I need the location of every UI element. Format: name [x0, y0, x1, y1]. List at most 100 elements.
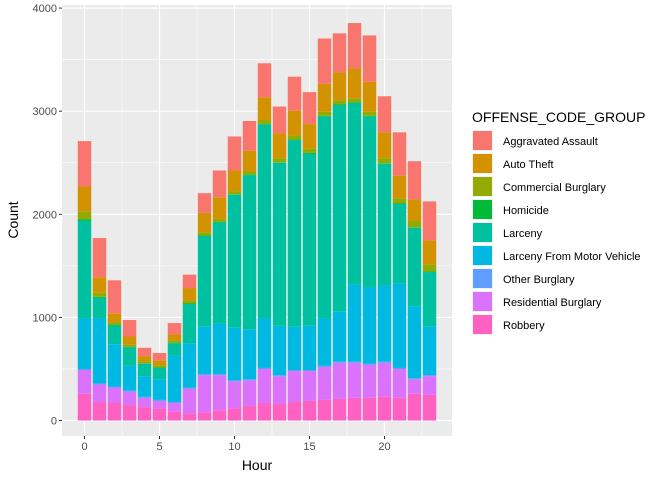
bar-segment	[197, 412, 212, 421]
bar-segment	[377, 396, 392, 421]
bar-segment	[242, 120, 257, 151]
legend-label: Aggravated Assault	[503, 136, 598, 148]
bar-segment	[272, 162, 287, 326]
bar-segment	[347, 362, 362, 398]
bar-segment	[272, 133, 287, 159]
bar-segment	[362, 363, 377, 365]
bar-segment	[317, 318, 332, 366]
bar-segment	[107, 344, 122, 387]
bar-segment	[92, 318, 107, 384]
x-tick-label: 20	[378, 441, 390, 453]
bar-segment	[212, 170, 227, 198]
legend-label: Other Burglary	[503, 274, 575, 286]
bar-segment	[122, 391, 137, 406]
bar-segment	[377, 361, 392, 363]
bar-segment	[377, 362, 392, 397]
bars	[77, 23, 437, 421]
bar-segment	[287, 139, 302, 141]
bar-segment	[257, 119, 272, 125]
bar-segment	[257, 97, 272, 120]
bar-segment	[347, 98, 362, 103]
legend-swatch	[473, 154, 492, 173]
bar-segment	[92, 238, 107, 278]
bar-segment	[332, 104, 347, 106]
bar-segment	[407, 199, 422, 222]
bar-segment	[272, 162, 287, 163]
bar-segment	[317, 83, 332, 112]
bar-segment	[167, 411, 182, 421]
bar-segment	[257, 124, 272, 125]
bar-segment	[347, 23, 362, 69]
bar-segment	[107, 325, 122, 345]
x-tick-label: 0	[81, 441, 87, 453]
bar-segment	[347, 361, 362, 363]
bar-segment	[122, 405, 137, 421]
y-tick-label: 4000	[33, 3, 57, 15]
bar-segment	[407, 379, 422, 394]
bar-segment	[77, 219, 92, 221]
bar-segment	[392, 283, 407, 368]
bar-segment	[317, 399, 332, 421]
bar-segment	[317, 116, 332, 319]
bar-segment	[212, 218, 227, 223]
bar-segment	[167, 343, 182, 356]
bar-segment	[257, 403, 272, 421]
bar-segment	[242, 379, 257, 381]
bar-segment	[107, 403, 122, 421]
bar-segment	[182, 387, 197, 389]
bar-segment	[287, 135, 302, 140]
bar-segment	[182, 343, 197, 388]
legend-swatch	[473, 269, 492, 288]
bar-segment	[332, 105, 347, 312]
bar-segment	[197, 193, 212, 213]
bar-segment	[422, 272, 437, 327]
bar-segment	[407, 161, 422, 200]
bar-segment	[182, 288, 197, 301]
legend-title: OFFENSE_CODE_GROUP	[472, 109, 645, 125]
bar-segment	[227, 191, 242, 195]
bar-segment	[77, 370, 92, 394]
x-axis-title: Hour	[242, 457, 273, 473]
bar-segment	[287, 140, 302, 327]
bar-segment	[137, 396, 152, 398]
y-tick-label: 0	[51, 416, 57, 428]
legend-swatch	[473, 177, 492, 196]
bar-segment	[272, 106, 287, 134]
y-axis-ticks: 0 1000 2000 3000 4000	[33, 3, 62, 428]
bar-segment	[392, 198, 407, 204]
bar-segment	[182, 303, 197, 305]
bar-segment	[287, 326, 302, 371]
bar-segment	[302, 124, 317, 149]
bar-segment	[392, 204, 407, 284]
bar-segment	[272, 158, 287, 163]
bar-segment	[362, 35, 377, 82]
bar-segment	[407, 227, 422, 228]
bar-segment	[167, 355, 182, 402]
bar-segment	[92, 292, 107, 297]
bar-segment	[422, 376, 437, 395]
bar-segment	[332, 33, 347, 73]
bar-segment	[407, 227, 422, 307]
bar-segment	[197, 235, 212, 236]
y-tick-label: 2000	[33, 209, 57, 221]
bar-segment	[152, 400, 167, 409]
bar-segment	[137, 397, 152, 408]
legend-swatch	[473, 246, 492, 265]
bar-segment	[332, 361, 347, 363]
bar-segment	[257, 124, 272, 319]
bar-segment	[77, 186, 92, 212]
bar-segment	[332, 72, 347, 101]
bar-segment	[227, 194, 242, 328]
bar-segment	[137, 376, 152, 397]
legend-swatch	[473, 131, 492, 150]
bar-segment	[167, 334, 182, 341]
bar-segment	[392, 368, 407, 398]
bar-segment	[347, 68, 362, 99]
legend-label: Residential Burglary	[503, 297, 602, 309]
legend-swatch	[473, 223, 492, 242]
legend-label: Auto Theft	[503, 159, 554, 171]
legend-label: Larceny	[503, 228, 543, 240]
bar-segment	[212, 197, 227, 219]
bar-segment	[77, 220, 92, 319]
legend-swatch	[473, 292, 492, 311]
